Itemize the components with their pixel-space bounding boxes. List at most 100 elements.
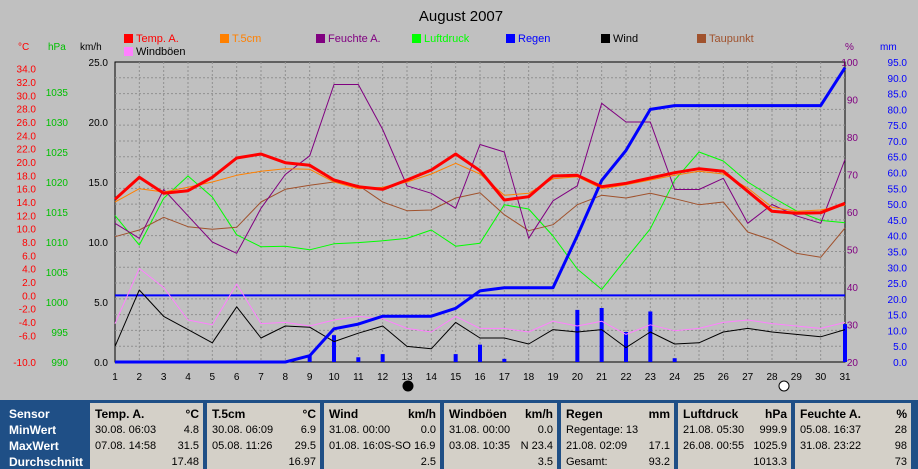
celsius-tick-label: 6.0 [22, 251, 36, 262]
mm-tick-label: 40.0 [888, 232, 908, 243]
x-tick-label: 8 [283, 372, 289, 383]
hpa-tick-label: 1030 [46, 118, 69, 129]
tick-labels: 34.032.030.028.026.024.022.020.018.016.0… [13, 58, 907, 383]
mm-tick-label: 65.0 [888, 153, 908, 164]
pct-tick-label: 70 [847, 171, 859, 182]
mm-tick-label: 10.0 [888, 326, 908, 337]
stats-avg-value: 3.5 [537, 456, 553, 468]
series-line-temp-a- [113, 152, 846, 215]
stats-max-time: 03.08. 10:35 [449, 440, 511, 452]
full-moon-icon [778, 380, 790, 392]
daily-rain-bar [332, 335, 336, 362]
kmh-tick-label: 15.0 [89, 178, 109, 189]
mm-tick-label: 80.0 [888, 105, 908, 116]
legend-swatch [601, 34, 610, 43]
celsius-tick-label: 20.0 [17, 158, 37, 169]
kmh-tick-label: 0.0 [94, 358, 108, 369]
kmh-tick-label: 25.0 [89, 58, 109, 69]
x-tick-label: 22 [620, 372, 632, 383]
weather-chart: August 2007 34.032.030.028.026.024.022.0… [13, 8, 907, 392]
legend-label: Feuchte A. [328, 33, 381, 45]
daily-rain-bar [575, 309, 580, 362]
label-avg: Durchschnitt [9, 455, 84, 469]
stats-block-6: Feuchte A.% 05.08. 16:37 28 31.08. 23:22 98 7… [795, 403, 911, 469]
hpa-tick-label: 1005 [46, 268, 69, 279]
mm-tick-label: 50.0 [888, 200, 908, 211]
daily-rain-bar [307, 355, 312, 362]
stats-min-value: 0.0 [537, 424, 553, 436]
stats-min-time: Regentage: 13 [566, 424, 639, 436]
chart-title: August 2007 [419, 8, 503, 25]
stats-min-time: 31.08. 00:00 [329, 424, 391, 436]
legend-swatch [316, 34, 325, 43]
x-tick-label: 23 [645, 372, 657, 383]
celsius-tick-label: -4.0 [19, 318, 37, 329]
stats-avg-label: Gesamt: [566, 456, 608, 468]
stats-sensor-name: Feuchte A. [800, 407, 861, 421]
legend-swatch [412, 34, 421, 43]
celsius-unit: °C [18, 42, 29, 53]
statistics-panel: Sensor MinWert MaxWert Durchschnitt Temp… [0, 400, 918, 469]
mm-tick-label: 35.0 [888, 247, 908, 258]
stats-min-time: 30.08. 06:03 [95, 424, 157, 436]
x-tick-label: 19 [547, 372, 559, 383]
legend-swatch [220, 34, 229, 43]
series-line-t-5cm [114, 162, 846, 212]
hpa-tick-label: 990 [51, 358, 68, 369]
celsius-tick-label: 32.0 [17, 78, 37, 89]
stats-avg-value: 17.48 [171, 456, 199, 468]
pct-tick-label: 30 [847, 321, 859, 332]
new-moon-icon [402, 380, 414, 392]
stats-sensor-name: Regen [566, 407, 603, 421]
x-tick-label: 17 [499, 372, 511, 383]
stats-min-value: 28 [894, 424, 907, 436]
daily-rain-bar [843, 324, 847, 362]
celsius-tick-label: -10.0 [13, 358, 36, 369]
stats-sensor-name: Wind [329, 407, 359, 421]
label-sensor: Sensor [9, 407, 50, 421]
legend-swatch [124, 34, 133, 43]
mm-tick-label: 70.0 [888, 137, 908, 148]
stats-unit: km/h [524, 407, 553, 421]
chart-marks [113, 66, 847, 364]
mm-tick-label: 15.0 [888, 311, 908, 322]
legend: Temp. A. T.5cm Feuchte A. Luftdruck Regen Win… [124, 33, 754, 58]
celsius-tick-label: 28.0 [17, 105, 37, 116]
x-tick-label: 16 [474, 372, 486, 383]
x-tick-label: 15 [450, 372, 462, 383]
celsius-tick-label: 2.0 [22, 278, 36, 289]
legend-swatch [697, 34, 706, 43]
series-line-wind [114, 289, 846, 350]
stats-sensor-name: Temp. A. [95, 407, 145, 421]
daily-rain-bar [599, 308, 604, 362]
stats-unit: % [896, 407, 907, 421]
stats-max-time: 26.08. 00:55 [683, 440, 745, 452]
stats-min-time: 30.08. 06:09 [212, 424, 274, 436]
legend-label: Wind [613, 33, 638, 45]
celsius-tick-label: -6.0 [19, 331, 37, 342]
celsius-tick-label: 14.0 [17, 198, 37, 209]
legend-label: Temp. A. [136, 33, 179, 45]
celsius-tick-label: 26.0 [17, 118, 37, 129]
hpa-tick-label: 1000 [46, 298, 69, 309]
x-tick-label: 10 [328, 372, 340, 383]
mm-tick-label: 90.0 [888, 74, 908, 85]
stats-avg-value: 16.97 [288, 456, 316, 468]
stats-max-time: 05.08. 11:26 [212, 440, 273, 452]
kmh-tick-label: 10.0 [89, 238, 109, 249]
celsius-tick-label: 18.0 [17, 171, 37, 182]
x-tick-label: 25 [693, 372, 705, 383]
legend-label: Regen [518, 33, 550, 45]
stats-unit: km/h [407, 407, 436, 421]
x-tick-label: 21 [596, 372, 608, 383]
hpa-tick-label: 1010 [46, 238, 69, 249]
daily-rain-bar [478, 344, 482, 362]
stats-avg-value: 1013.3 [753, 456, 787, 468]
stats-sensor-name: Windböen [449, 407, 507, 421]
pct-tick-label: 50 [847, 246, 859, 257]
mm-unit: mm [880, 42, 897, 53]
pct-tick-label: 90 [847, 96, 859, 107]
legend-label: Luftdruck [424, 33, 470, 45]
hpa-tick-label: 1035 [46, 88, 69, 99]
x-tick-label: 6 [234, 372, 240, 383]
